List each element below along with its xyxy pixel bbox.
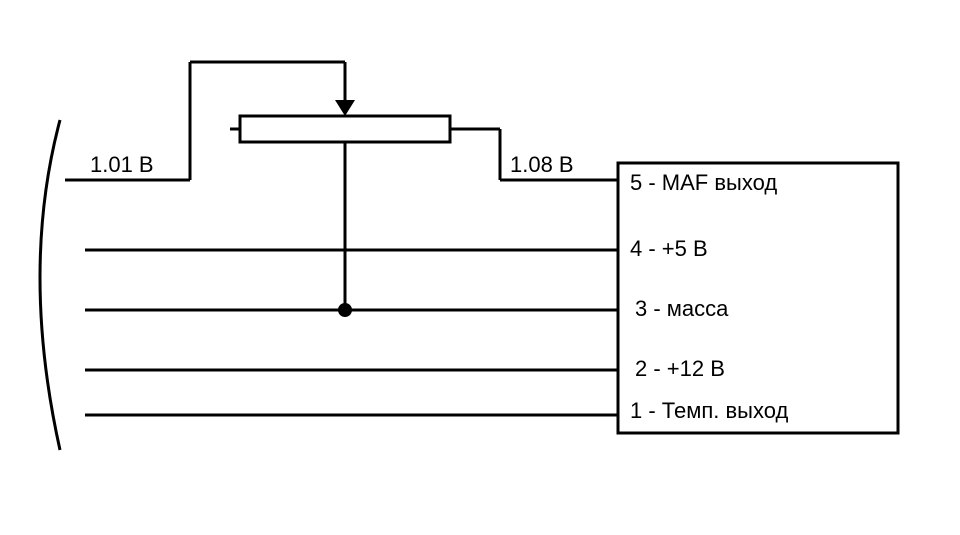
voltage-left-label: 1.01 В: [90, 152, 154, 177]
pin4-label: 4 - +5 В: [630, 236, 708, 261]
sensor-arc: [40, 120, 60, 450]
voltage-right-label: 1.08 В: [510, 152, 574, 177]
wiper-arrow-icon: [335, 100, 355, 116]
potentiometer-body: [240, 116, 450, 142]
ground-junction: [338, 303, 352, 317]
pin3-label: 3 - масса: [635, 296, 729, 321]
pin2-label: 2 - +12 В: [635, 356, 725, 381]
pin1-label: 1 - Темп. выход: [630, 398, 788, 423]
maf-wiring-diagram: 1.01 В 1.08 В 5 - MAF выход 4 - +5 В 3 -…: [0, 0, 960, 535]
pin5-label: 5 - MAF выход: [630, 170, 777, 195]
